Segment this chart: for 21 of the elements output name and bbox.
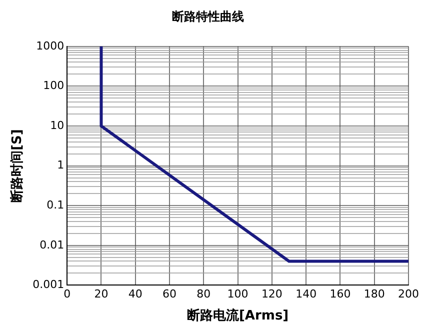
x-tick-label: 200 — [398, 288, 419, 301]
x-tick-label: 60 — [162, 288, 177, 301]
y-tick-label: 0.001 — [32, 278, 64, 292]
y-tick-label: 0.01 — [40, 238, 64, 252]
x-tick-label: 180 — [364, 288, 385, 301]
x-tick-label: 40 — [128, 288, 142, 301]
x-tick-label: 0 — [64, 288, 71, 301]
chart-title: 断路特性曲线 — [172, 9, 244, 24]
y-tick-label: 0.1 — [46, 198, 64, 212]
x-tick-label: 120 — [261, 288, 282, 301]
x-axis-title: 断路电流[Arms] — [186, 308, 289, 324]
y-tick-label: 10 — [50, 118, 64, 132]
x-tick-label: 20 — [94, 288, 108, 301]
x-tick-label: 160 — [330, 288, 351, 301]
y-tick-label: 1000 — [36, 39, 64, 52]
x-tick-label: 80 — [196, 288, 211, 301]
y-tick-label: 100 — [43, 79, 64, 92]
y-axis-title: 断路时间[S] — [10, 129, 26, 202]
x-tick-label: 100 — [227, 288, 248, 301]
x-tick-label: 140 — [296, 288, 317, 301]
y-tick-label: 1 — [57, 158, 64, 172]
